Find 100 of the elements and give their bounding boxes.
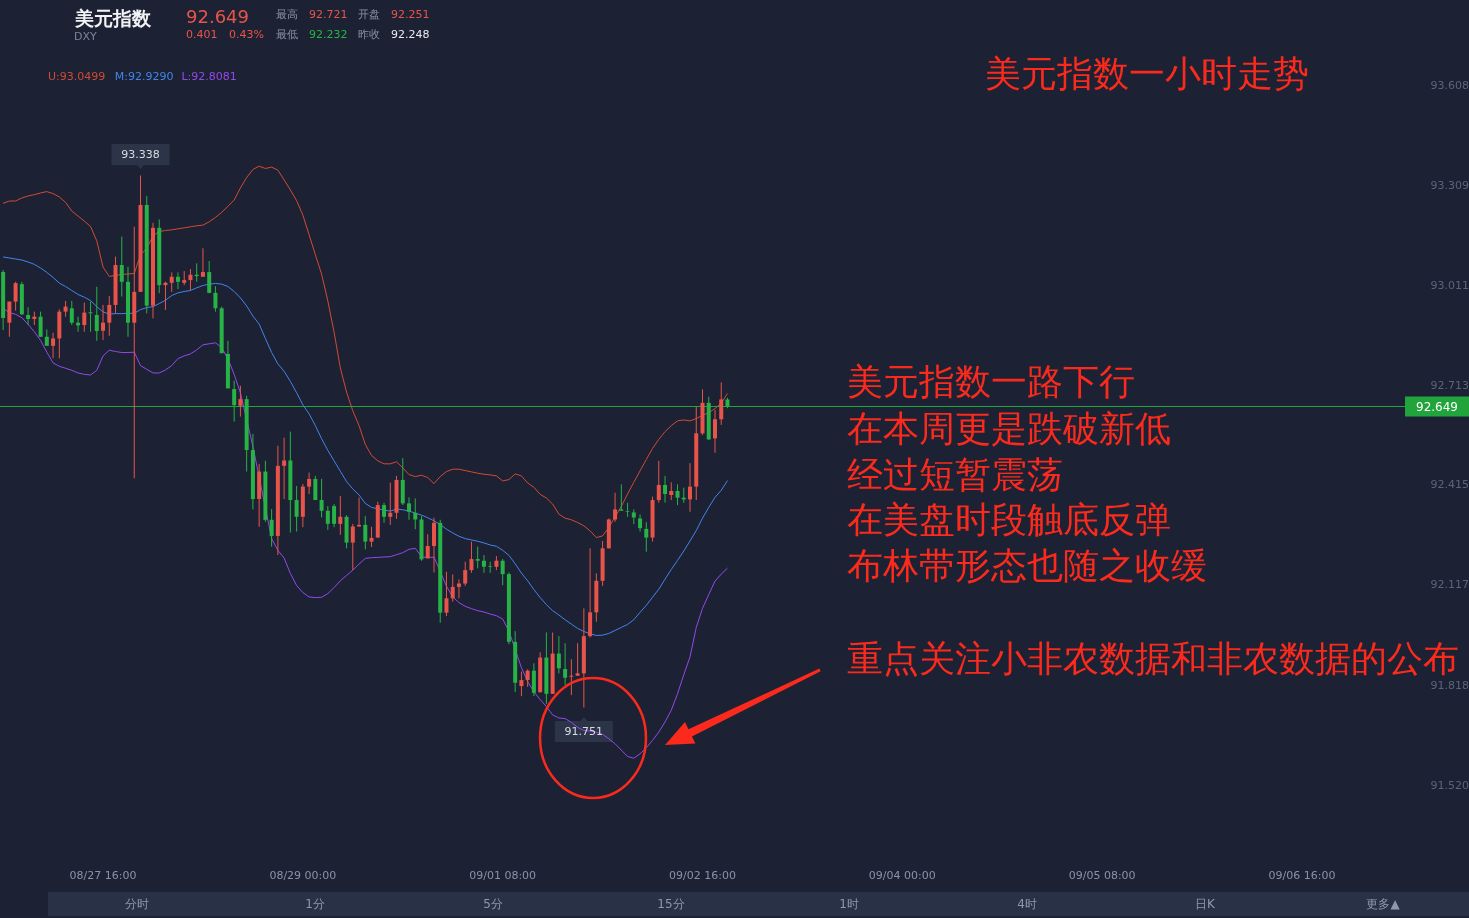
candlestick (569, 658, 574, 696)
candlestick (282, 437, 287, 500)
y-tick-label: 91.520 (1430, 778, 1469, 792)
candlestick (169, 271, 174, 293)
candlestick (175, 271, 180, 290)
chart-title: 美元指数一小时走势 (985, 53, 1309, 94)
candlestick (213, 285, 218, 313)
annotation: 在美盘时段触底反弹 (847, 499, 1171, 540)
text: 最低 (276, 28, 298, 41)
candlestick (307, 472, 312, 495)
text: 1分 (305, 897, 325, 911)
candlestick (712, 409, 717, 454)
y-tick-label: 93.309 (1430, 178, 1469, 192)
candlestick (51, 332, 56, 359)
candlestick (400, 457, 405, 506)
y-tick-label: 92.117 (1430, 578, 1469, 592)
candlestick (656, 460, 661, 504)
text: M:92.9290 (114, 70, 174, 83)
candlestick (313, 475, 318, 501)
candlestick (556, 635, 561, 674)
x-tick-label: 09/04 00:00 (868, 868, 936, 882)
candlestick (107, 295, 112, 337)
candlestick (26, 306, 31, 326)
candlestick (232, 380, 237, 423)
text: 92.251 (391, 8, 430, 21)
candlestick (575, 642, 580, 677)
candlestick (469, 541, 474, 574)
text: 15分 (657, 897, 685, 911)
y-tick-label: 92.415 (1430, 478, 1469, 492)
x-tick-label: 09/02 16:00 (669, 868, 736, 882)
text: 分时 (125, 897, 149, 911)
text: DXY (74, 30, 98, 43)
text: 92.649 (186, 6, 249, 27)
text: 开盘 (358, 8, 380, 21)
candlestick (463, 561, 468, 587)
candlestick (238, 385, 243, 418)
candlestick (719, 381, 724, 426)
candlestick (675, 483, 680, 506)
candlestick (519, 671, 524, 697)
candlestick (638, 513, 643, 533)
candlestick (488, 561, 493, 574)
candlestick (69, 300, 74, 326)
candlestick (357, 497, 362, 528)
candlestick (613, 492, 618, 523)
candlestick (294, 485, 299, 533)
candlestick (369, 526, 374, 548)
candlestick (88, 301, 93, 333)
text: 0.43% (229, 28, 264, 41)
text: U:93.0499 (48, 70, 106, 83)
candlestick (82, 302, 87, 333)
candlestick (269, 508, 274, 548)
candlestick (38, 311, 43, 338)
candlestick (563, 642, 568, 686)
text: 0.401 (186, 28, 218, 41)
text: 92.232 (309, 28, 348, 41)
y-tick-label: 91.818 (1430, 678, 1469, 692)
candlestick (688, 462, 693, 513)
x-tick-label: 08/29 00:00 (269, 868, 337, 882)
candlestick (332, 503, 337, 528)
candlestick (456, 578, 461, 599)
annotation: 93.338 (121, 147, 160, 161)
candlestick (625, 502, 630, 518)
candlestick (7, 301, 12, 338)
candlestick (363, 515, 368, 550)
candlestick (531, 662, 536, 697)
candlestick (500, 558, 505, 586)
candlestick (444, 571, 449, 617)
line-series (2, 165, 728, 539)
ref-line-label: 92.649 (1416, 399, 1458, 414)
y-tick-label: 92.713 (1430, 378, 1469, 392)
text: 5分 (483, 897, 503, 911)
candlestick (450, 573, 455, 603)
x-tick-label: 09/05 08:00 (1068, 868, 1136, 882)
text: 更多▲ (1366, 897, 1401, 911)
annotation: 布林带形态也随之收缓 (847, 545, 1207, 586)
candlestick (13, 281, 18, 312)
candlestick (481, 554, 486, 574)
x-tick-label: 08/27 16:00 (69, 868, 137, 882)
candlestick (188, 268, 193, 291)
text: 美元指数 (74, 7, 152, 29)
candlestick (382, 502, 387, 524)
text: 日K (1195, 897, 1217, 911)
text: L:92.8081 (181, 70, 237, 83)
annotation: 经过短暂震荡 (847, 454, 1063, 495)
candlestick (200, 247, 205, 278)
candlestick (663, 475, 668, 504)
text: 1时 (839, 897, 859, 911)
x-tick-label: 09/01 08:00 (469, 868, 537, 882)
candlestick (207, 260, 212, 294)
text: 最高 (276, 8, 298, 21)
candlestick (350, 523, 355, 571)
candlestick (338, 495, 343, 536)
candlestick (388, 482, 393, 526)
candlestick (94, 286, 99, 342)
candlestick (119, 236, 124, 298)
candlestick (101, 304, 106, 341)
candlestick (619, 483, 624, 512)
candlestick (588, 547, 593, 638)
annotation: 重点关注小非农数据和非农数据的公布 (847, 638, 1459, 679)
y-tick-label: 93.011 (1430, 278, 1469, 292)
